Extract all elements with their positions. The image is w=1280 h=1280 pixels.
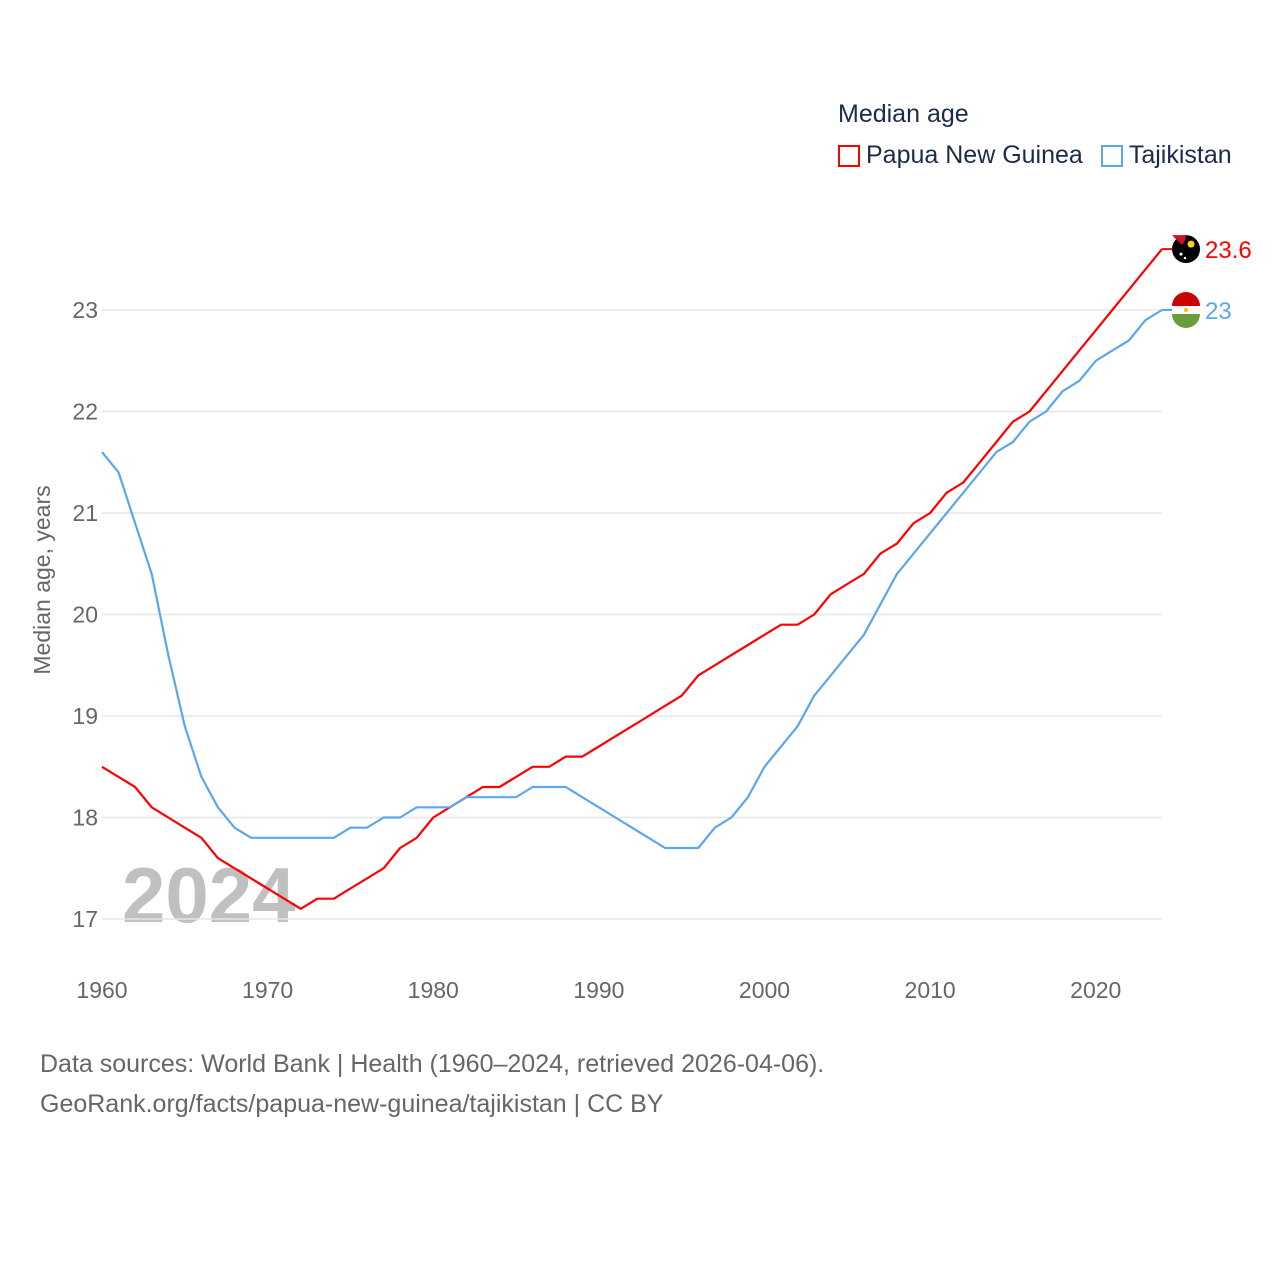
x-tick-label: 2010 xyxy=(905,977,956,1003)
series-line-tajikistan xyxy=(101,309,1163,850)
y-tick-label: 18 xyxy=(72,805,98,831)
y-axis-label: Median age, years xyxy=(29,485,55,674)
legend-swatch-red xyxy=(838,144,860,167)
y-tick-label: 23 xyxy=(72,297,98,323)
flag-crown xyxy=(1184,308,1188,312)
legend: Median age Papua New Guinea Tajikistan xyxy=(838,100,1232,170)
y-tick-label: 22 xyxy=(72,399,98,425)
source-note: Data sources: World Bank | Health (1960–… xyxy=(40,1044,824,1124)
y-tick-label: 19 xyxy=(72,703,98,729)
y-tick-label: 21 xyxy=(72,500,98,526)
flag-bird xyxy=(1187,240,1195,248)
legend-label: Papua New Guinea xyxy=(866,141,1083,169)
x-tick-label: 1960 xyxy=(76,977,127,1003)
flag-star xyxy=(1183,256,1187,260)
legend-item-tajikistan[interactable]: Tajikistan xyxy=(1100,141,1232,170)
legend-swatch-blue xyxy=(1100,144,1123,167)
flag-red-band xyxy=(1172,292,1200,306)
year-watermark: 2024 xyxy=(122,851,296,939)
end-value-label: 23 xyxy=(1205,298,1232,325)
x-tick-label: 1970 xyxy=(242,977,293,1003)
flag-star xyxy=(1179,252,1183,256)
series-line-papua-new-guinea xyxy=(101,248,1163,910)
x-tick-label: 1990 xyxy=(573,977,624,1003)
end-value-label: 23.6 xyxy=(1205,237,1252,264)
source-line-1: Data sources: World Bank | Health (1960–… xyxy=(40,1050,825,1078)
legend-title: Median age xyxy=(838,100,969,128)
legend-label: Tajikistan xyxy=(1128,141,1232,169)
legend-item-papua-new-guinea[interactable]: Papua New Guinea xyxy=(838,141,1083,170)
y-tick-label: 17 xyxy=(72,906,98,932)
flag-green-band xyxy=(1172,314,1200,328)
x-tick-label: 2000 xyxy=(739,977,790,1003)
x-tick-label: 1980 xyxy=(408,977,459,1003)
x-tick-label: 2020 xyxy=(1070,977,1121,1003)
y-tick-label: 20 xyxy=(72,602,98,628)
source-line-2[interactable]: GeoRank.org/facts/papua-new-guinea/tajik… xyxy=(40,1090,664,1118)
flag-papua-new-guinea-icon xyxy=(1172,235,1200,264)
